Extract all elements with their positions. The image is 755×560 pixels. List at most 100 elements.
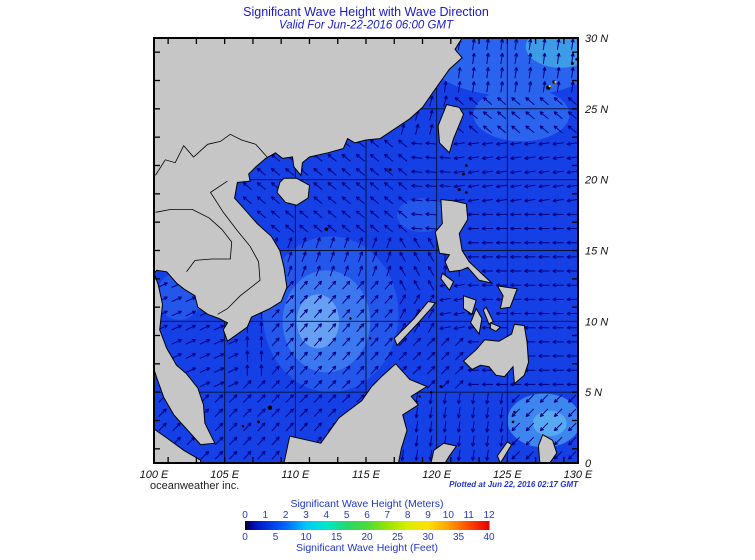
wave-arrow xyxy=(413,237,421,248)
land-palawan xyxy=(393,300,437,347)
wave-arrow xyxy=(485,67,490,79)
wave-arrow xyxy=(499,67,505,79)
wave-arrow xyxy=(539,408,549,418)
islet xyxy=(429,390,433,394)
wave-arrow xyxy=(538,226,550,231)
colorbar-slice xyxy=(429,521,432,530)
colorbar-slice xyxy=(477,521,480,530)
wave-arrow xyxy=(227,353,239,359)
wave-arrow xyxy=(425,226,437,231)
wave-arrow xyxy=(456,421,462,433)
wave-arrow xyxy=(455,351,464,361)
wave-arrow xyxy=(570,67,575,79)
colorbar-slice xyxy=(439,521,442,530)
colorbar-slice xyxy=(247,521,250,530)
colorbar-slice xyxy=(449,521,452,530)
wave-arrow xyxy=(552,212,564,217)
wave-arrow xyxy=(542,38,547,50)
islet xyxy=(439,385,443,388)
wave-arrow xyxy=(495,184,508,189)
wave-arrow xyxy=(453,311,465,316)
wave-arrow xyxy=(369,224,380,233)
colorbar-slice xyxy=(327,521,330,530)
wave-arrow xyxy=(528,67,533,79)
colorbar-slice xyxy=(345,521,348,530)
feet-tick-label: 10 xyxy=(300,532,312,543)
wave-arrow xyxy=(456,435,462,447)
colorbar-slice xyxy=(295,521,298,530)
islet xyxy=(241,424,245,428)
wave-arrow xyxy=(356,365,365,375)
wave-arrow xyxy=(499,38,505,50)
wave-arrow xyxy=(499,435,504,447)
wave-arrow xyxy=(243,436,252,446)
wave-arrow xyxy=(299,337,308,347)
wave-arrow xyxy=(468,97,478,105)
wave-arrow xyxy=(398,153,408,162)
colorbar-slice xyxy=(281,521,284,530)
wave-arrow xyxy=(285,210,295,219)
wave-arrow xyxy=(457,67,462,79)
wave-arrow xyxy=(471,52,476,65)
land-negros xyxy=(470,307,483,336)
wave-arrow xyxy=(415,123,420,135)
wave-arrow xyxy=(525,422,535,432)
wave-arrow xyxy=(257,380,266,389)
colorbar-slice xyxy=(271,521,274,530)
wave-arrow xyxy=(256,167,266,176)
colorbar-slice xyxy=(437,521,440,530)
wave-arrow xyxy=(566,353,578,359)
wave-arrow xyxy=(467,141,479,146)
wave-arrow xyxy=(553,97,563,105)
wave-arrow xyxy=(539,97,549,105)
meters-tick-label: 5 xyxy=(344,510,350,521)
colorbar-slice xyxy=(257,521,260,530)
wave-arrow xyxy=(538,339,550,344)
wave-arrow xyxy=(471,449,476,461)
wave-arrow xyxy=(199,353,211,359)
colorbar-slice xyxy=(457,521,460,530)
islet xyxy=(465,164,468,167)
land-samar xyxy=(496,285,518,310)
wave-arrow xyxy=(538,297,550,302)
wave-arrow xyxy=(552,141,564,146)
longitude-axis-labels: 100 E 105 E 110 E 115 E 120 E 125 E 130 E xyxy=(140,469,593,481)
wave-arrow xyxy=(495,268,508,274)
wave-arrow xyxy=(525,125,535,134)
wave-arrow xyxy=(342,280,351,290)
wave-arrow xyxy=(411,169,423,174)
feet-tick-label: 25 xyxy=(392,532,404,543)
wave-arrow xyxy=(372,237,378,249)
wave-arrow xyxy=(524,297,536,302)
wave-arrow xyxy=(270,196,281,205)
wave-arrow xyxy=(495,170,508,175)
land-panay xyxy=(463,295,477,316)
wave-arrow xyxy=(414,449,419,461)
colorbar-slice xyxy=(389,521,392,530)
wave-arrow xyxy=(499,407,504,419)
colorbar-slice xyxy=(293,521,296,530)
wave-arrow xyxy=(386,251,392,263)
wave-arrow xyxy=(495,226,508,231)
colorbar-slice xyxy=(473,521,476,530)
wave-arrow xyxy=(171,339,182,345)
colorbar-slice xyxy=(381,521,384,530)
wave-arrow xyxy=(356,294,365,304)
colorbar-slice xyxy=(351,521,354,530)
islet xyxy=(462,172,466,176)
islet xyxy=(349,317,352,320)
wave-arrow xyxy=(370,365,379,375)
wave-arrow xyxy=(228,450,238,460)
oceanweather-credit: oceanweather inc. xyxy=(150,480,239,492)
colorbar-slice xyxy=(339,521,342,530)
colorbar-slice xyxy=(279,521,282,530)
border-line-2 xyxy=(155,209,233,273)
wave-arrow xyxy=(542,81,547,93)
wave-arrow xyxy=(384,323,393,333)
land-peninsula xyxy=(154,273,216,446)
wave-arrow xyxy=(313,394,323,403)
wave-arrow xyxy=(343,265,349,277)
colorbar-slice xyxy=(459,521,462,530)
colorbar-slice xyxy=(273,521,276,530)
wave-arrow xyxy=(213,367,225,373)
